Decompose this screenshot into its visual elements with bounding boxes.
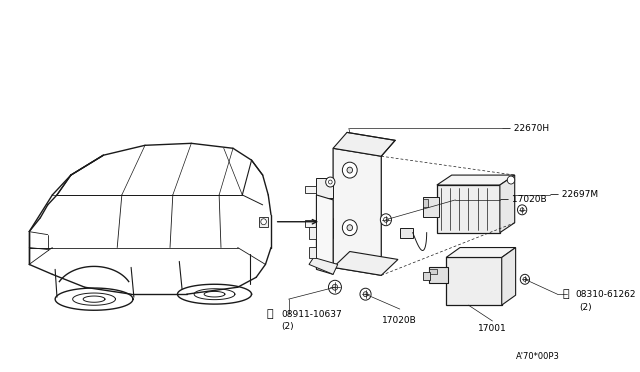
Bar [437,185,500,232]
Polygon shape [333,148,381,275]
Bar [429,267,448,283]
Bar [446,257,502,305]
Text: 17020B: 17020B [383,317,417,326]
Polygon shape [333,251,398,275]
Text: A'70*00P3: A'70*00P3 [516,352,559,361]
Circle shape [347,225,353,231]
Bar [423,197,439,217]
Circle shape [508,176,515,184]
Circle shape [364,292,368,296]
Polygon shape [446,247,516,257]
Circle shape [347,167,353,173]
Circle shape [328,180,332,184]
Circle shape [360,288,371,300]
Circle shape [383,217,388,222]
Text: — 22670H: — 22670H [502,124,549,133]
Circle shape [520,208,524,212]
Text: 17001: 17001 [478,324,507,333]
Text: (2): (2) [281,323,294,331]
Bar [309,247,316,259]
Circle shape [523,277,527,281]
Text: — 17020B: — 17020B [500,195,547,204]
Text: Ⓝ: Ⓝ [563,289,570,299]
Bar [423,199,428,207]
Polygon shape [305,220,316,227]
Circle shape [342,220,357,235]
Circle shape [520,274,529,284]
Bar [423,272,430,280]
Text: 08310-61262: 08310-61262 [575,290,636,299]
Polygon shape [316,195,333,274]
Polygon shape [316,218,333,238]
Polygon shape [502,247,516,305]
Circle shape [342,162,357,178]
Polygon shape [333,132,395,156]
Bar [259,217,268,227]
Circle shape [326,177,335,187]
Polygon shape [500,175,515,232]
Text: ⓝ: ⓝ [267,309,273,319]
Circle shape [261,219,266,225]
Circle shape [332,284,338,290]
Polygon shape [316,178,333,198]
Polygon shape [309,257,338,274]
Text: 08911-10637: 08911-10637 [281,310,342,318]
Polygon shape [437,175,515,185]
Text: — 22697M: — 22697M [550,190,598,199]
Text: (2): (2) [580,302,592,312]
Polygon shape [305,186,316,193]
Circle shape [328,280,341,294]
Bar [429,269,437,274]
Circle shape [380,214,392,226]
Circle shape [518,205,527,215]
Bar [400,228,413,238]
Bar [309,227,316,238]
